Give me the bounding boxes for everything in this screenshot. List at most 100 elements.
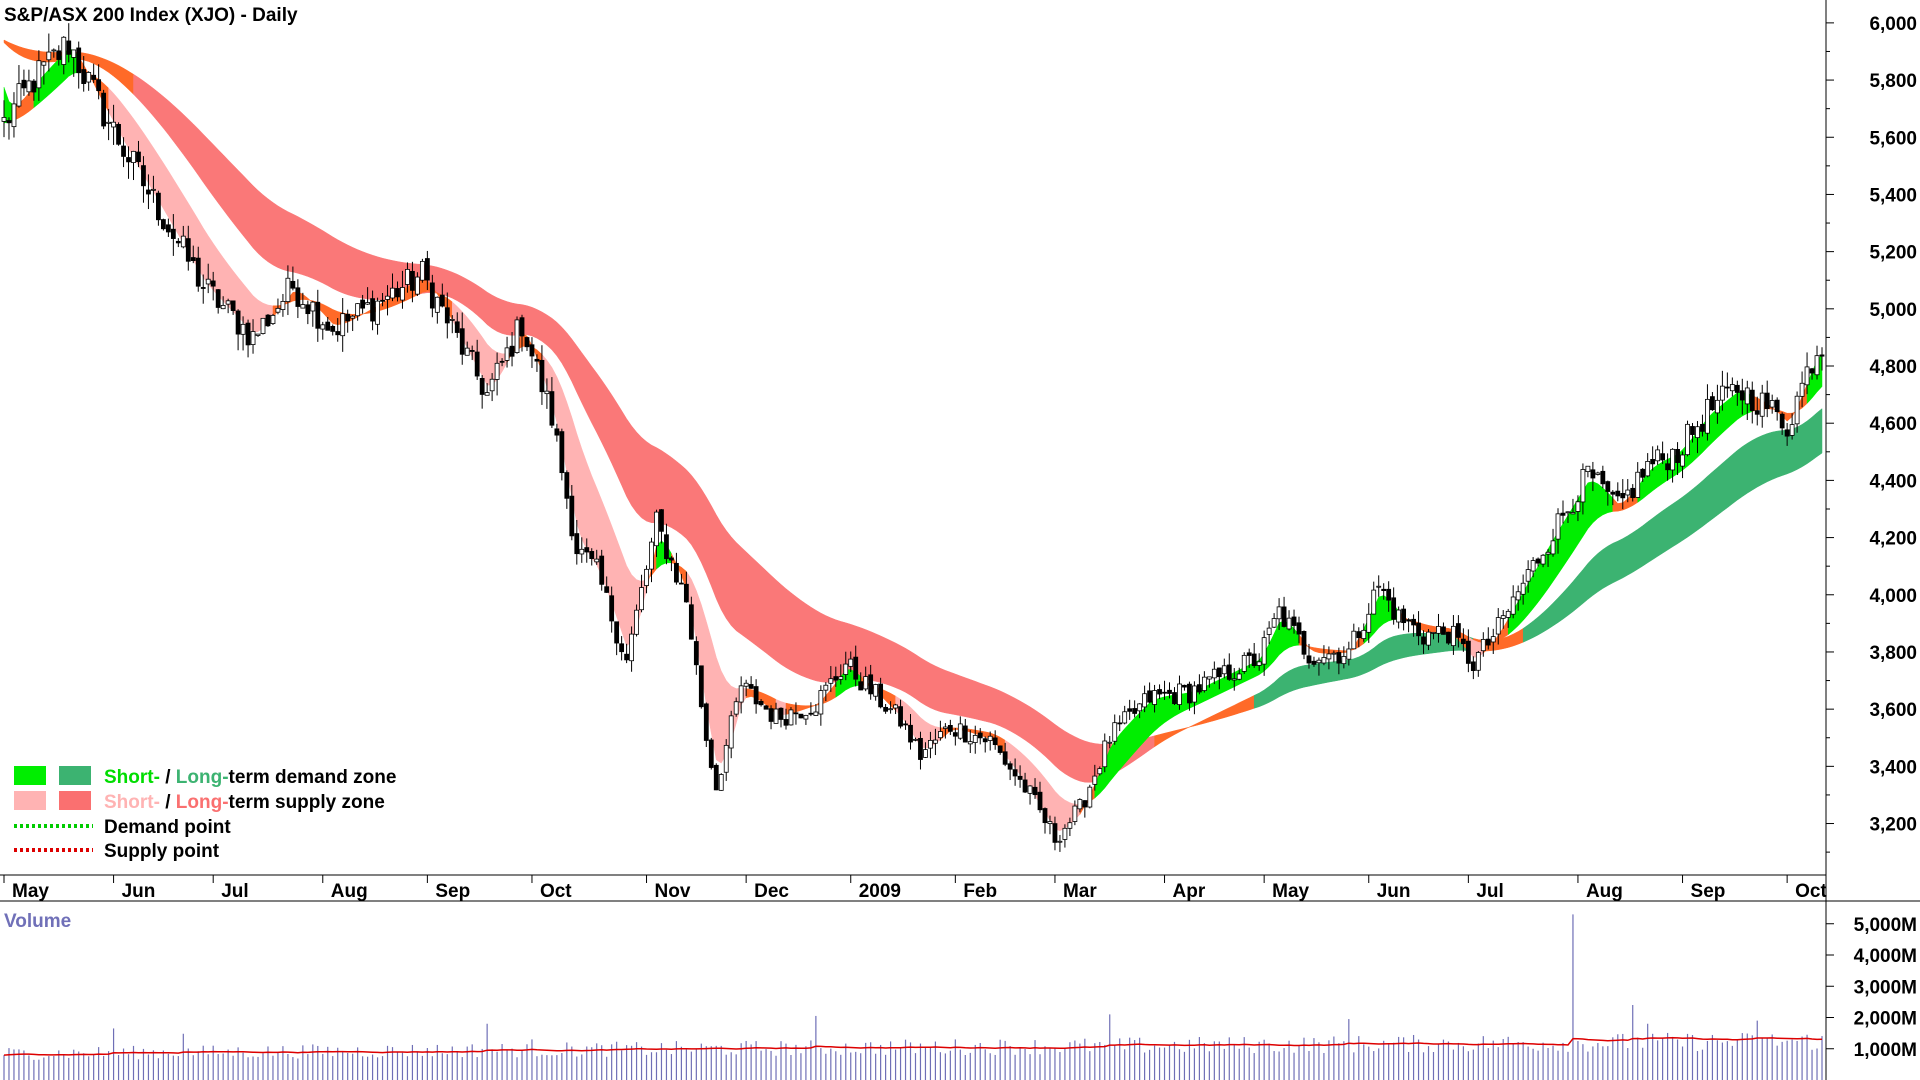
candle-body [1172,692,1177,705]
candle [843,651,849,681]
candle [529,337,535,368]
candle [1002,742,1008,767]
candle-body [743,682,749,687]
candle [225,298,231,314]
candle [415,272,420,297]
candle [11,92,17,138]
candle-body [146,189,151,195]
candle-body [1067,822,1073,829]
candle-body [678,582,684,585]
candle [803,714,809,725]
candle-body [992,737,998,746]
candle-body [549,391,555,426]
candle [1236,667,1242,681]
candle-body [813,711,819,716]
candle [1710,392,1715,411]
candle [1675,442,1680,476]
candle-body [1047,821,1053,824]
candle-body [1271,618,1277,628]
candle-body [205,278,211,285]
candle [1665,453,1670,481]
candle-body [1431,631,1436,634]
candle [1077,798,1083,813]
price-tick-label: 5,200 [1869,243,1917,264]
candle-body [778,707,784,720]
candle-body [41,61,47,66]
candle-body [579,548,585,555]
candle [1630,484,1636,502]
candle [1177,675,1182,710]
candle-body [71,49,77,58]
candle-body [524,337,530,348]
legend-supply-sep: / [160,792,176,813]
candle-body [195,257,201,287]
candle [26,69,32,96]
candle-body [1221,665,1227,675]
candle [728,710,734,759]
candle [464,341,470,356]
candle-body [624,653,630,661]
candle [649,537,654,583]
candle-body [1456,623,1461,638]
candle [1585,465,1591,478]
volume-panel-title: Volume [4,911,71,932]
candle [1331,650,1337,663]
candle-body [1685,423,1690,456]
candle-body [793,712,799,715]
legend-demand-point-label: Demand point [104,817,231,838]
candle [1744,380,1750,420]
candle-body [305,304,311,315]
volume-tick-label: 1,000M [1854,1040,1917,1061]
price-tick-label: 5,400 [1869,185,1917,206]
candle-body [1361,629,1367,639]
candle [898,699,903,729]
candle-body [225,300,231,305]
candle-body [1804,366,1810,386]
candle [1376,575,1382,597]
candle-body [818,690,824,715]
candle-body [345,313,351,322]
candle-body [1690,426,1695,435]
candle-body [1615,490,1621,497]
candle [1346,641,1352,666]
candle [1057,834,1063,852]
candle-body [1535,558,1541,564]
candle-body [175,240,181,244]
candle [947,719,953,735]
candle [1192,681,1197,715]
candle [1456,615,1461,648]
candle-body [375,300,380,325]
candle [982,736,988,753]
candle [669,556,674,572]
candle-body [1480,639,1486,652]
candle-body [863,676,869,690]
candle [1421,630,1426,654]
candle-body [170,228,176,239]
candle [1555,508,1561,554]
volume-tick-label: 5,000M [1854,915,1917,936]
candle [1769,394,1775,414]
candle-body [1391,597,1397,620]
candle [1570,498,1576,515]
candle [823,682,829,702]
candle-body [1470,661,1476,671]
candle-body [156,192,161,221]
candle-body [654,511,659,547]
candle-body [972,734,978,743]
candle-body [1545,551,1551,555]
candle [1311,656,1317,667]
candle [1,100,7,138]
candle [395,281,400,302]
candle-body [1525,569,1531,582]
candle-body [738,685,744,703]
candle [429,274,435,318]
candle-body [883,706,889,712]
candle-body [1555,513,1561,540]
candle-body [1436,625,1441,634]
candle [1216,667,1222,690]
candle-body [753,686,759,705]
candle-body [1371,589,1377,615]
candle [190,245,196,264]
candle [424,250,430,291]
legend-short-supply-swatch [14,791,46,810]
